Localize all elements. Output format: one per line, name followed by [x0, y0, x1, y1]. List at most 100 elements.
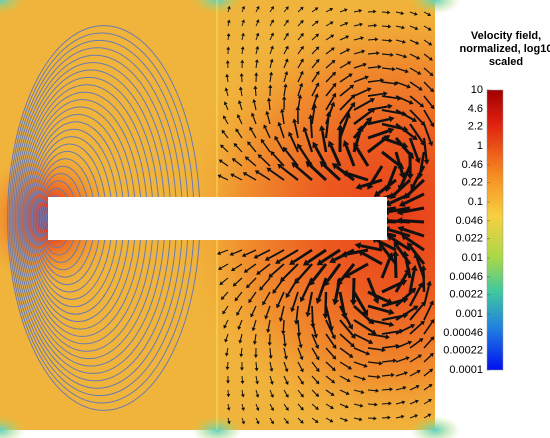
- arrow-head: [253, 85, 258, 90]
- arrow: [311, 73, 318, 83]
- arrow: [377, 178, 397, 195]
- arrow: [283, 74, 287, 83]
- arrow-head: [414, 414, 419, 418]
- arrow-head: [332, 298, 340, 306]
- arrow: [409, 11, 415, 15]
- arrow-head: [257, 154, 263, 159]
- arrow-head: [428, 399, 432, 403]
- arrow: [367, 375, 378, 378]
- arrow-head: [368, 339, 374, 344]
- arrow-head: [420, 320, 425, 326]
- arrow: [367, 333, 386, 338]
- arrow-head: [429, 368, 434, 373]
- arrow-head: [270, 32, 274, 37]
- arrow: [423, 414, 429, 419]
- arrow: [381, 360, 394, 363]
- arrow: [352, 130, 362, 153]
- arrow-head: [255, 394, 260, 398]
- arrow-head: [219, 281, 224, 286]
- arrow: [255, 403, 259, 409]
- arrow-head: [387, 103, 393, 110]
- arrow: [308, 163, 328, 182]
- arrow-head: [315, 70, 320, 76]
- arrow: [269, 403, 273, 409]
- arrow: [353, 89, 369, 97]
- arrow: [270, 263, 285, 276]
- arrow: [225, 104, 229, 111]
- arrow-head: [340, 250, 348, 258]
- arrow: [423, 385, 431, 391]
- arrow: [339, 9, 345, 13]
- arrow-head: [413, 305, 419, 311]
- arrow: [360, 178, 383, 188]
- arrow-head: [268, 355, 273, 359]
- arrow: [283, 35, 288, 41]
- arrow: [297, 347, 302, 358]
- arrow: [381, 95, 398, 100]
- arrow-head: [255, 45, 260, 50]
- arrow-head: [428, 56, 433, 61]
- arrow: [325, 403, 332, 408]
- arrow-head: [331, 92, 337, 98]
- arrow: [320, 130, 328, 153]
- arrow: [325, 49, 333, 55]
- arrow: [339, 375, 348, 381]
- arrow: [339, 96, 354, 111]
- arrow-head: [388, 321, 395, 328]
- arrow: [339, 23, 346, 27]
- arrow-head: [332, 82, 337, 88]
- arrow: [325, 95, 335, 111]
- arrow-head: [282, 343, 288, 348]
- arrow-head: [285, 6, 289, 10]
- arrow-head: [346, 48, 351, 53]
- arrow: [222, 146, 229, 153]
- arrow: [269, 8, 273, 13]
- arrow-head: [403, 54, 408, 59]
- arrow-head: [313, 333, 319, 339]
- arrow: [254, 333, 257, 342]
- arrow: [367, 38, 376, 41]
- arrow-head: [264, 256, 270, 261]
- arrow-head: [255, 19, 260, 23]
- arrow: [325, 61, 334, 69]
- arrow-head: [429, 122, 435, 128]
- arrow: [245, 249, 257, 256]
- arrow-head: [402, 385, 407, 390]
- arrow: [390, 236, 411, 252]
- arrow-head: [237, 325, 242, 330]
- arrow-head: [284, 368, 289, 373]
- arrow: [423, 303, 433, 321]
- arrow-head: [417, 70, 422, 75]
- colorbar-tick-label: 0.046: [455, 215, 483, 227]
- colorbar-tick-label: 0.0046: [449, 271, 483, 283]
- arrow-head: [296, 332, 302, 337]
- arrow-head: [319, 125, 326, 131]
- arrow: [395, 39, 403, 43]
- arrow: [257, 171, 271, 181]
- arrow-head: [223, 324, 228, 329]
- arrow: [227, 403, 230, 408]
- arrow: [222, 291, 229, 298]
- arrow-head: [247, 141, 252, 146]
- arrow: [268, 249, 285, 260]
- arrow: [232, 249, 243, 255]
- arrow-head: [298, 82, 304, 87]
- arrow: [367, 79, 381, 83]
- colorbar-tick-label: 0.0001: [449, 364, 483, 376]
- arrow-head: [279, 276, 286, 282]
- arrow-head: [283, 355, 288, 360]
- arrow: [227, 36, 229, 41]
- arrow: [353, 10, 360, 13]
- arrow-head: [373, 9, 377, 14]
- arrow-head: [270, 407, 274, 412]
- arrow-head: [299, 356, 304, 361]
- arrow-head: [406, 84, 411, 89]
- arrow-head: [270, 45, 274, 50]
- arrow-head: [398, 200, 406, 207]
- arrow: [311, 35, 317, 41]
- arrow: [220, 249, 229, 254]
- arrow-head: [347, 365, 352, 370]
- arrow-head: [284, 381, 289, 385]
- arrow: [241, 22, 244, 27]
- arrow-head: [392, 358, 397, 363]
